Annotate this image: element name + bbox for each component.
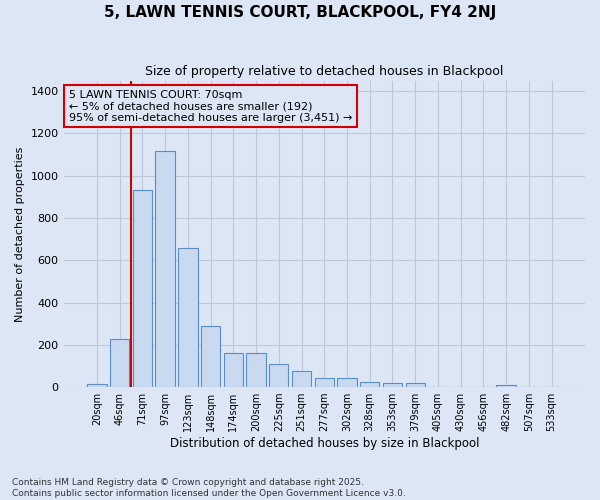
Bar [337, 378, 356, 387]
Bar [314, 378, 334, 387]
Bar [201, 326, 220, 387]
Bar [178, 248, 197, 387]
Bar [406, 383, 425, 387]
Text: Contains HM Land Registry data © Crown copyright and database right 2025.
Contai: Contains HM Land Registry data © Crown c… [12, 478, 406, 498]
Bar [496, 386, 516, 387]
Bar [87, 384, 107, 387]
Bar [269, 364, 289, 387]
Bar [292, 371, 311, 387]
Bar [110, 339, 130, 387]
Bar [360, 382, 379, 387]
Text: 5, LAWN TENNIS COURT, BLACKPOOL, FY4 2NJ: 5, LAWN TENNIS COURT, BLACKPOOL, FY4 2NJ [104, 5, 496, 20]
Bar [383, 383, 402, 387]
Text: 5 LAWN TENNIS COURT: 70sqm
← 5% of detached houses are smaller (192)
95% of semi: 5 LAWN TENNIS COURT: 70sqm ← 5% of detac… [69, 90, 352, 123]
Y-axis label: Number of detached properties: Number of detached properties [15, 146, 25, 322]
X-axis label: Distribution of detached houses by size in Blackpool: Distribution of detached houses by size … [170, 437, 479, 450]
Bar [247, 354, 266, 387]
Bar [155, 152, 175, 387]
Bar [224, 354, 243, 387]
Title: Size of property relative to detached houses in Blackpool: Size of property relative to detached ho… [145, 65, 503, 78]
Bar [133, 190, 152, 387]
